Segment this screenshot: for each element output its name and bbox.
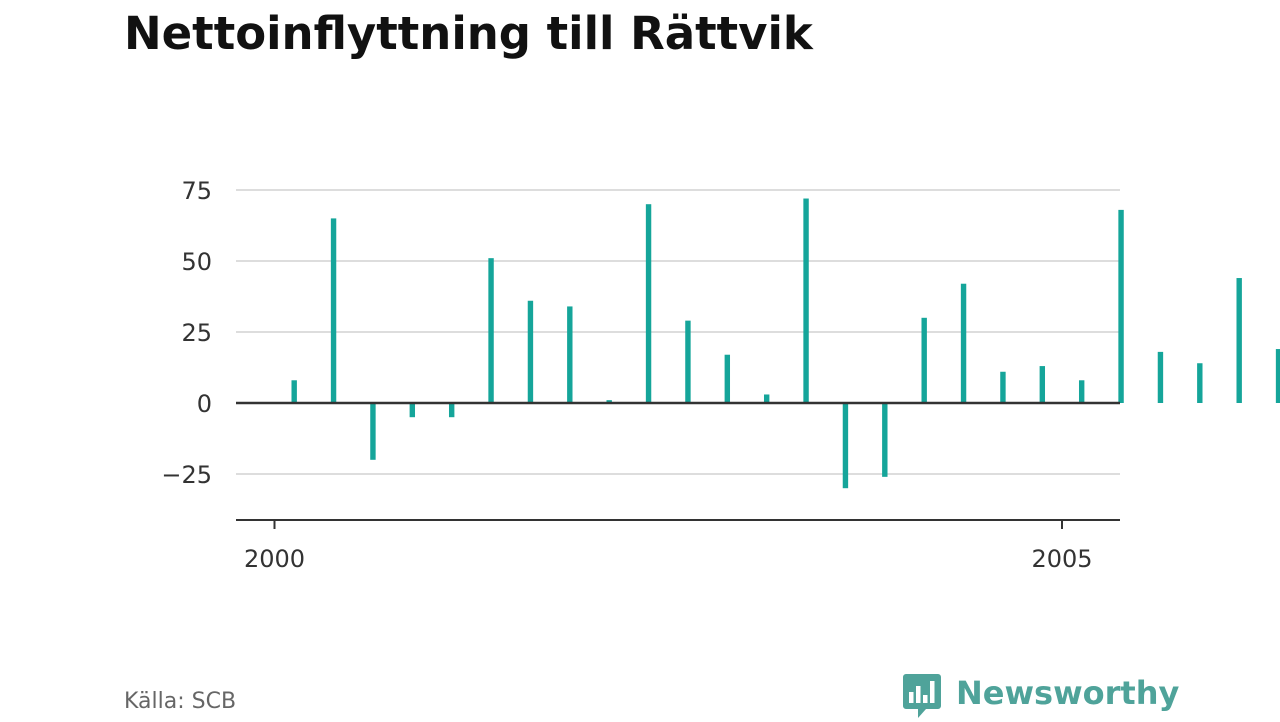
bar [1236, 278, 1242, 403]
y-tick-label: 50 [181, 248, 212, 276]
chart-title: Nettoinflyttning till Rättvik [124, 7, 813, 60]
source-label: Källa: SCB [124, 689, 237, 714]
brand-logo: Newsworthy [902, 670, 1179, 722]
bar [763, 394, 770, 403]
bar [1197, 363, 1203, 403]
bar [330, 218, 337, 403]
bar [1039, 366, 1046, 403]
bar [645, 204, 652, 403]
bar [567, 306, 573, 403]
newsworthy-chart-icon [903, 674, 941, 718]
bar [370, 403, 376, 460]
brand-name: Newsworthy [956, 674, 1180, 712]
bar [488, 258, 494, 403]
y-tick-label: 75 [181, 177, 212, 205]
bar [882, 403, 888, 477]
bar [803, 198, 809, 403]
bar [1118, 209, 1124, 403]
y-tick-label: −25 [161, 461, 212, 489]
bar [724, 354, 731, 403]
bar [606, 400, 612, 403]
bar [1157, 351, 1164, 403]
bars [291, 198, 1280, 489]
bar [842, 403, 849, 489]
bar [1275, 349, 1280, 403]
grid-lines [236, 189, 1120, 475]
bar [291, 380, 297, 403]
y-tick-label: 25 [181, 319, 212, 347]
bar [1078, 380, 1085, 403]
bar [960, 283, 967, 403]
x-tick-label: 2000 [244, 545, 305, 573]
bar [685, 320, 691, 403]
bar [527, 300, 534, 403]
bar [448, 403, 455, 418]
bar [409, 403, 416, 418]
bar [921, 317, 927, 403]
y-tick-label: 0 [197, 390, 212, 418]
x-tick-label: 2005 [1031, 545, 1092, 573]
bar [1000, 371, 1006, 403]
